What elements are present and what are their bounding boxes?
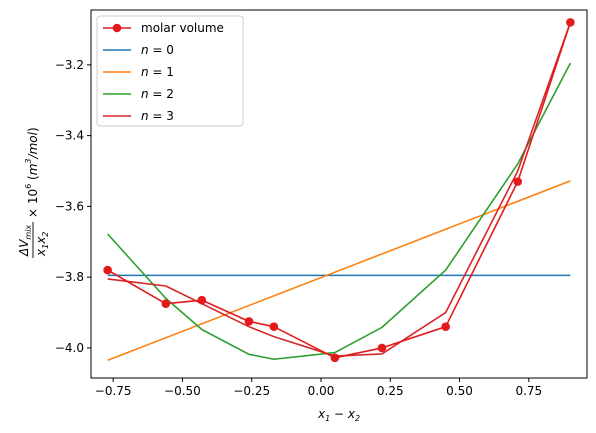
legend-label: n = 0 <box>141 43 174 57</box>
legend-label: molar volume <box>141 21 224 35</box>
y-tick-label: −4.0 <box>55 341 84 355</box>
x-tick-label: 0.75 <box>515 384 542 398</box>
y-axis-label: ΔVmix x1x2 × 106 (m3/mol) <box>17 127 50 258</box>
data-point <box>566 18 575 27</box>
legend-marker <box>112 23 122 33</box>
legend-label: n = 1 <box>141 65 174 79</box>
x-tick-label: −0.25 <box>233 384 270 398</box>
series-line-2 <box>107 180 571 362</box>
x-tick-label: 0.50 <box>446 384 473 398</box>
data-point <box>103 265 112 275</box>
y-tick-label: −3.8 <box>55 270 84 284</box>
x-tick-label: 0.00 <box>308 384 335 398</box>
data-point <box>269 322 279 331</box>
legend-label: n = 2 <box>141 87 174 101</box>
data-point <box>513 177 523 186</box>
x-tick-label: −0.50 <box>164 384 201 398</box>
series-layer <box>103 18 575 363</box>
data-point <box>161 299 171 308</box>
data-point <box>330 353 340 363</box>
legend-frame <box>96 15 244 127</box>
y-tick-label: −3.2 <box>55 58 84 72</box>
series-line-0 <box>107 22 572 359</box>
data-point <box>244 317 254 326</box>
data-point <box>377 343 387 353</box>
x-axis-label: x1 − x2 <box>317 407 360 423</box>
legend-items: molar volume n = 0 n = 1 n = 2 n = 3 <box>103 21 224 123</box>
svg-text:x1x2: x1x2 <box>34 232 50 257</box>
y-tick-label: −3.6 <box>55 199 84 213</box>
legend: molar volume n = 0 n = 1 n = 2 n = 3 <box>96 15 244 127</box>
x-tick-label: −0.75 <box>95 384 132 398</box>
svg-text:ΔVmix: ΔVmix <box>17 225 33 257</box>
data-point <box>197 295 207 305</box>
svg-text:× 106 (m3/mol): × 106 (m3/mol) <box>24 127 40 218</box>
series-line-4 <box>107 22 572 357</box>
data-point <box>441 322 450 331</box>
ticks-layer: −0.75 −0.50 −0.25 0.00 0.25 0.50 0.75 −4.0 −3.8 −… <box>55 58 542 398</box>
legend-label: n = 3 <box>141 109 174 123</box>
x-tick-label: 0.25 <box>377 384 404 398</box>
series-line-3 <box>107 62 572 361</box>
y-tick-label: −3.4 <box>55 129 84 143</box>
plot-frame <box>90 9 588 379</box>
